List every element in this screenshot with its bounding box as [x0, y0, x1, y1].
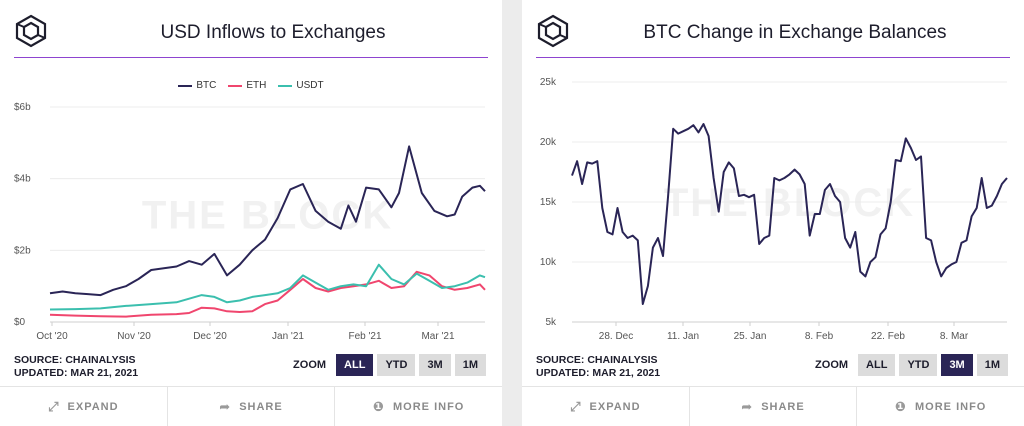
source-label: SOURCE: CHAINALYSIS [14, 354, 136, 366]
source-info: SOURCE: CHAINALYSIS UPDATED: MAR 21, 202… [536, 354, 660, 380]
expand-arrows-icon: ⤢ [570, 398, 582, 414]
expand-button[interactable]: ⤢ EXPAND [522, 387, 690, 426]
usd-inflows-chart: THE BLOCK $0 $2b $4b $6b Oct '20 Nov '20 Dec '2… [14, 102, 486, 342]
share-label: SHARE [761, 400, 805, 413]
x-tick-label: Dec '20 [193, 331, 227, 342]
legend-label: BTC [196, 80, 217, 91]
x-tick-label: 8. Mar [940, 331, 969, 342]
zoom-label: ZOOM [293, 359, 327, 371]
more-info-label: MORE INFO [393, 400, 465, 413]
zoom-label: ZOOM [815, 359, 849, 371]
card-footer: ⤢ EXPAND ➦ SHARE ❶ MORE INFO [0, 386, 502, 426]
chart-plot-area: BTC ETH USDT THE BLOCK $0 $2b $4b $6b Oct '20 No… [0, 62, 502, 352]
the-block-cube-logo[interactable] [14, 14, 48, 48]
x-tick-label: 8. Feb [805, 331, 834, 342]
share-arrow-icon: ➦ [219, 398, 232, 414]
y-tick-label: 10k [540, 257, 557, 268]
expand-label: EXPAND [67, 400, 119, 413]
share-label: SHARE [239, 400, 283, 413]
y-tick-label: 5k [545, 317, 557, 328]
x-tick-label: Oct '20 [36, 331, 68, 342]
zoom-controls: ZOOM ALL YTD 3M 1M [293, 354, 486, 376]
zoom-controls: ZOOM ALL YTD 3M 1M [815, 354, 1008, 376]
zoom-3m-button[interactable]: 3M [419, 354, 451, 376]
series-line-btc [49, 145, 486, 297]
y-tick-label: $4b [14, 174, 31, 185]
x-tick-label: 11. Jan [667, 331, 699, 342]
watermark-text: THE BLOCK [664, 181, 915, 225]
legend-label: USDT [296, 80, 324, 91]
zoom-1m-button[interactable]: 1M [976, 354, 1008, 376]
header-divider [14, 57, 488, 58]
header-divider [536, 57, 1010, 58]
legend-item-btc[interactable]: BTC [178, 80, 216, 91]
legend-swatch [228, 84, 243, 87]
source-label: SOURCE: CHAINALYSIS [536, 354, 658, 366]
btc-balances-chart: THE BLOCK 5k 10k 15k 20k 25k 28. Dec 11. Jan 25.… [540, 77, 1008, 342]
x-tick-label: Nov '20 [117, 331, 151, 342]
y-tick-label: $0 [14, 317, 26, 328]
x-tick-label: 22. Feb [871, 331, 905, 342]
legend-swatch [278, 84, 293, 87]
chart-title: BTC Change in Exchange Balances [643, 22, 947, 43]
share-button[interactable]: ➦ SHARE [168, 387, 336, 426]
y-tick-label: $6b [14, 102, 31, 113]
series-line-eth [49, 270, 486, 318]
zoom-3m-button[interactable]: 3M [941, 354, 973, 376]
chart-plot-area: THE BLOCK 5k 10k 15k 20k 25k 28. Dec 11. Jan 25.… [522, 62, 1024, 352]
legend-label: ETH [246, 80, 267, 91]
series-line-usdt [49, 263, 486, 311]
chart-card-btc-balances: BTC Change in Exchange Balances THE BLOC… [522, 0, 1024, 426]
info-circle-icon: ❶ [373, 398, 386, 414]
more-info-button[interactable]: ❶ MORE INFO [857, 387, 1024, 426]
more-info-button[interactable]: ❶ MORE INFO [335, 387, 502, 426]
x-tick-label: 25. Jan [734, 331, 767, 342]
zoom-ytd-button[interactable]: YTD [899, 354, 938, 376]
share-button[interactable]: ➦ SHARE [690, 387, 858, 426]
y-tick-label: 20k [540, 137, 557, 148]
chart-legend: BTC ETH USDT [0, 80, 502, 91]
the-block-cube-logo[interactable] [536, 14, 570, 48]
legend-swatch [178, 84, 193, 87]
zoom-ytd-button[interactable]: YTD [377, 354, 416, 376]
updated-label: UPDATED: MAR 21, 2021 [14, 367, 139, 379]
expand-arrows-icon: ⤢ [48, 398, 60, 414]
x-tick-label: Mar '21 [421, 331, 454, 342]
expand-label: EXPAND [589, 400, 641, 413]
zoom-1m-button[interactable]: 1M [454, 354, 486, 376]
updated-label: UPDATED: MAR 21, 2021 [536, 367, 661, 379]
zoom-all-button[interactable]: ALL [336, 354, 374, 376]
share-arrow-icon: ➦ [741, 398, 754, 414]
y-tick-label: $2b [14, 245, 31, 256]
more-info-label: MORE INFO [915, 400, 987, 413]
y-tick-label: 15k [540, 197, 557, 208]
y-tick-label: 25k [540, 77, 557, 88]
legend-item-eth[interactable]: ETH [228, 80, 266, 91]
card-header: USD Inflows to Exchanges [0, 0, 502, 60]
chart-title: USD Inflows to Exchanges [160, 22, 386, 43]
x-tick-label: Feb '21 [348, 331, 381, 342]
source-info: SOURCE: CHAINALYSIS UPDATED: MAR 21, 202… [14, 354, 138, 380]
info-circle-icon: ❶ [895, 398, 908, 414]
card-header: BTC Change in Exchange Balances [522, 0, 1024, 60]
series-line-btc [571, 123, 1008, 305]
x-tick-label: 28. Dec [599, 331, 633, 342]
chart-card-usd-inflows: USD Inflows to Exchanges BTC ETH USDT THE … [0, 0, 502, 426]
x-tick-label: Jan '21 [272, 331, 304, 342]
legend-item-usdt[interactable]: USDT [278, 80, 324, 91]
watermark-text: THE BLOCK [142, 194, 393, 238]
expand-button[interactable]: ⤢ EXPAND [0, 387, 168, 426]
card-footer: ⤢ EXPAND ➦ SHARE ❶ MORE INFO [522, 386, 1024, 426]
zoom-all-button[interactable]: ALL [858, 354, 896, 376]
